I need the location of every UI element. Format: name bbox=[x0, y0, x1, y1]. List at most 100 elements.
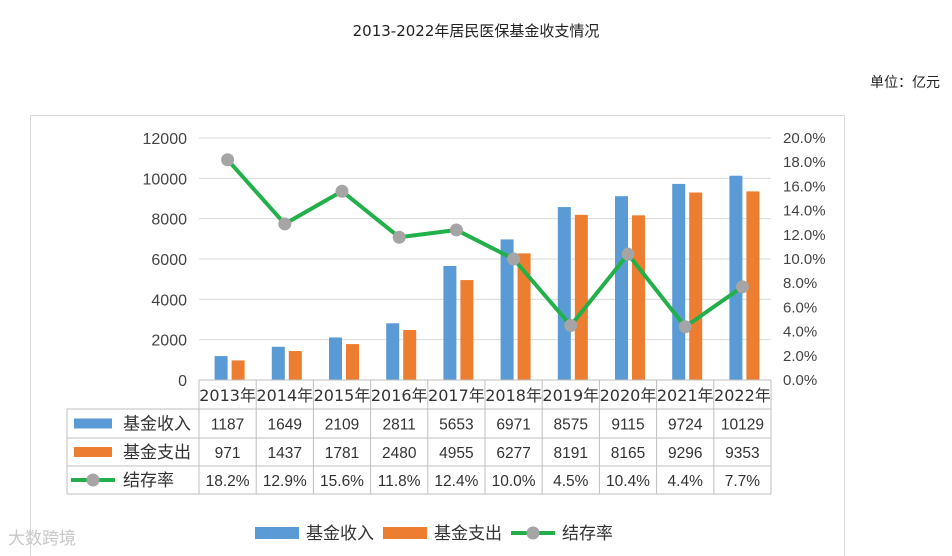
table-cell: 9724 bbox=[668, 417, 703, 434]
table-cell: 1187 bbox=[211, 417, 244, 434]
table-cell: 2480 bbox=[382, 445, 417, 462]
table-cell: 8575 bbox=[554, 417, 588, 434]
table-row-header: 基金收入 bbox=[123, 415, 191, 435]
table-cell: 12.4% bbox=[434, 473, 478, 490]
chart-title: 2013-2022年居民医保基金收支情况 bbox=[352, 22, 600, 40]
line-marker bbox=[564, 319, 578, 333]
table-cell: 9296 bbox=[668, 445, 702, 462]
y-left-tick-label: 0 bbox=[178, 373, 187, 390]
legend-key-marker bbox=[526, 526, 540, 540]
table-cell: 6277 bbox=[496, 445, 530, 462]
chart-frame bbox=[30, 115, 845, 556]
line-marker bbox=[678, 320, 692, 334]
table-row-header: 基金支出 bbox=[123, 443, 191, 463]
table-cell: 4.5% bbox=[553, 473, 589, 490]
table-cell: 9115 bbox=[611, 417, 644, 434]
x-tick-label: 2013年 bbox=[199, 386, 256, 405]
bar-income bbox=[557, 207, 571, 380]
y-right-tick-label: 12.0% bbox=[783, 227, 826, 244]
bar-expense bbox=[574, 214, 588, 380]
table-cell: 8191 bbox=[554, 445, 588, 462]
bar-income bbox=[386, 323, 400, 380]
y-left-tick-label: 10000 bbox=[143, 171, 188, 188]
legend-label: 结存率 bbox=[562, 524, 613, 544]
line-marker bbox=[507, 252, 521, 266]
bar-expense bbox=[346, 344, 359, 380]
y-right-tick-label: 16.0% bbox=[783, 178, 826, 195]
x-tick-label: 2016年 bbox=[371, 386, 428, 405]
watermark: 大数跨境 bbox=[8, 529, 76, 549]
table-row-header: 结存率 bbox=[123, 471, 174, 491]
legend-label: 基金收入 bbox=[306, 524, 374, 544]
unit-label: 单位：亿元 bbox=[870, 75, 940, 91]
y-right-tick-label: 4.0% bbox=[783, 324, 817, 341]
table-cell: 15.6% bbox=[320, 473, 364, 490]
bar-expense bbox=[517, 253, 531, 380]
table-cell: 2811 bbox=[383, 417, 416, 434]
line-marker bbox=[221, 153, 235, 167]
table-cell: 5653 bbox=[439, 417, 473, 434]
bar-income bbox=[729, 175, 743, 380]
bar-expense bbox=[689, 192, 703, 380]
x-tick-label: 2014年 bbox=[256, 386, 313, 405]
table-cell: 7.7% bbox=[725, 473, 761, 490]
x-tick-label: 2019年 bbox=[542, 386, 599, 405]
table-cell: 4.4% bbox=[668, 473, 704, 490]
bar-expense bbox=[403, 329, 417, 380]
y-left-tick-label: 4000 bbox=[151, 292, 187, 309]
y-left-tick-label: 6000 bbox=[151, 252, 187, 269]
table-cell: 4955 bbox=[439, 445, 473, 462]
table-cell: 11.8% bbox=[378, 473, 421, 490]
y-left-tick-label: 8000 bbox=[151, 212, 187, 229]
y-left-tick-label: 2000 bbox=[151, 333, 187, 350]
bar-income bbox=[214, 356, 228, 380]
line-marker bbox=[392, 230, 406, 244]
bar-income bbox=[443, 265, 457, 380]
y-right-tick-label: 10.0% bbox=[783, 251, 826, 268]
table-key-income bbox=[74, 418, 112, 429]
bar-income bbox=[500, 239, 514, 380]
x-tick-label: 2020年 bbox=[600, 386, 657, 405]
table-cell: 1437 bbox=[268, 445, 302, 462]
bar-income bbox=[271, 346, 285, 380]
line-marker bbox=[278, 217, 292, 231]
bar-expense bbox=[288, 351, 302, 380]
legend-label: 基金支出 bbox=[434, 524, 502, 544]
bar-income bbox=[615, 196, 628, 380]
bar-expense bbox=[231, 360, 245, 380]
y-right-tick-label: 18.0% bbox=[783, 154, 826, 171]
table-cell: 1649 bbox=[268, 417, 302, 434]
table-cell: 10.0% bbox=[492, 473, 536, 490]
line-balance-rate bbox=[226, 158, 744, 329]
table-cell: 971 bbox=[215, 445, 241, 462]
line-marker bbox=[335, 184, 349, 198]
table-cell: 9353 bbox=[725, 445, 759, 462]
table-cell: 10.4% bbox=[606, 473, 650, 490]
bar-income bbox=[672, 183, 686, 380]
legend-key-income bbox=[255, 527, 299, 539]
table-cell: 6971 bbox=[496, 417, 530, 434]
table-cell: 2109 bbox=[325, 417, 359, 434]
table-key-expense bbox=[74, 447, 112, 457]
bar-expense bbox=[632, 215, 645, 380]
x-tick-label: 2018年 bbox=[485, 386, 542, 405]
x-tick-label: 2021年 bbox=[657, 386, 714, 405]
bar-expense bbox=[460, 280, 474, 380]
y-right-tick-label: 8.0% bbox=[783, 275, 817, 292]
y-right-tick-label: 2.0% bbox=[783, 348, 817, 365]
line-marker bbox=[449, 223, 463, 237]
y-right-tick-label: 20.0% bbox=[783, 130, 826, 147]
x-tick-label: 2017年 bbox=[428, 386, 485, 405]
bar-income bbox=[329, 337, 342, 380]
y-right-tick-label: 0.0% bbox=[783, 372, 817, 389]
y-right-tick-label: 14.0% bbox=[783, 203, 826, 220]
bar-expense bbox=[746, 191, 760, 380]
line-marker bbox=[735, 280, 749, 294]
x-tick-label: 2022年 bbox=[714, 386, 771, 405]
table-cell: 8165 bbox=[611, 445, 645, 462]
legend-key-expense bbox=[383, 527, 427, 539]
y-left-tick-label: 12000 bbox=[143, 131, 188, 148]
table-cell: 18.2% bbox=[206, 473, 250, 490]
x-tick-label: 2015年 bbox=[314, 386, 371, 405]
